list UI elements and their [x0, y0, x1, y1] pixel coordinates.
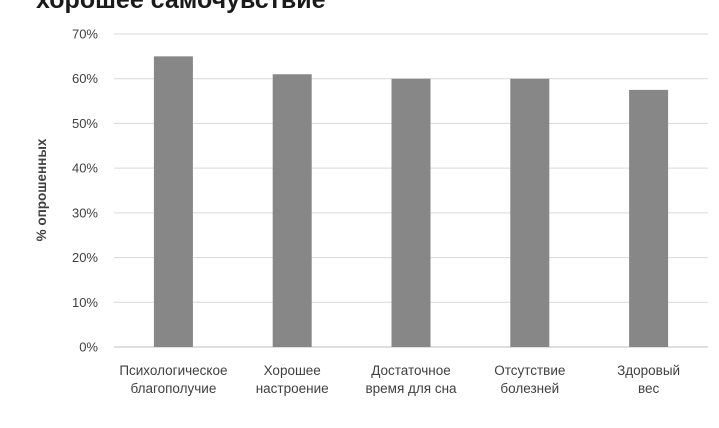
x-category-label: вес: [638, 381, 660, 396]
x-category-label: болезней: [500, 381, 559, 396]
y-tick-label: 50%: [72, 116, 98, 131]
bar: [272, 74, 312, 347]
y-tick-label: 40%: [72, 161, 98, 176]
y-axis-tick-labels: 0% 10% 20% 30% 40% 50% 60% 70%: [72, 27, 98, 355]
y-tick-label: 60%: [72, 71, 98, 86]
chart-title: хорошее самочувствие: [36, 0, 326, 14]
x-category-label: Отсутствие: [494, 363, 565, 378]
x-category-label: Здоровый: [617, 363, 680, 378]
y-tick-label: 10%: [72, 295, 98, 310]
bar: [629, 89, 669, 348]
bar: [391, 78, 431, 347]
bars: [153, 56, 669, 348]
x-category-label: настроение: [256, 381, 329, 396]
x-category-label: Хорошее: [264, 363, 321, 378]
y-tick-label: 0%: [79, 340, 98, 355]
y-tick-label: 30%: [72, 205, 98, 220]
y-tick-label: 70%: [72, 27, 98, 42]
y-tick-label: 20%: [72, 250, 98, 265]
x-axis-category-labels: Психологическое благополучие Хорошее настро…: [119, 363, 680, 396]
bar: [153, 56, 193, 347]
x-category-label: Психологическое: [119, 363, 227, 378]
x-category-label: Достаточное: [371, 363, 451, 378]
bar: [510, 78, 550, 347]
x-category-label: благополучие: [130, 381, 216, 396]
x-category-label: время для сна: [365, 381, 457, 396]
y-axis-label: % опрошенных: [34, 138, 49, 241]
